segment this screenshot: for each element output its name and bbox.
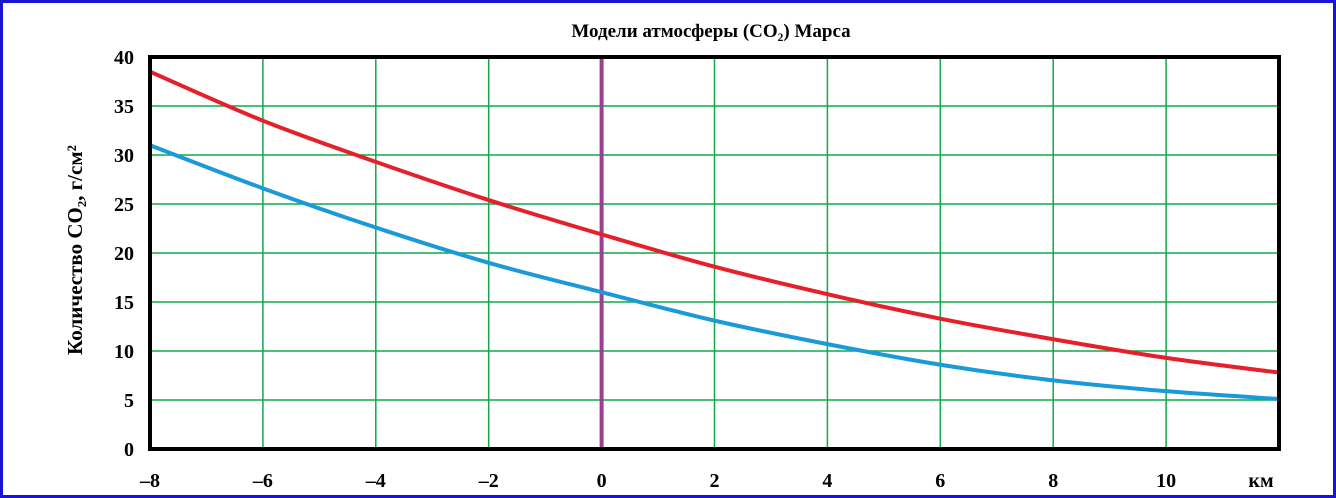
y-tick-label: 10 [114,341,134,363]
grid [150,57,1279,449]
x-tick-label: –4 [365,470,386,492]
y-tick-label: 35 [114,96,134,118]
x-tick-label: –2 [478,470,499,492]
y-tick-label: 30 [114,145,134,167]
x-tick-label: 2 [710,470,720,492]
x-tick-label: 8 [1048,470,1058,492]
chart-title: Модели атмосферы (CO₂) Марса [571,21,851,42]
y-axis-label: Количество CO₂, г/см² [63,145,87,355]
y-tick-label: 25 [114,194,134,216]
y-tick-label: 40 [114,47,134,69]
x-tick-label: –6 [252,470,273,492]
y-tick-label: 15 [114,292,134,314]
y-tick-label: 20 [114,243,134,265]
series-line-1 [148,69,1281,375]
x-tick-label: 6 [935,470,945,492]
x-tick-label: 0 [597,470,607,492]
x-tick-label: 10 [1156,470,1176,492]
x-tick-label: 4 [822,470,832,492]
y-tick-label: 0 [124,439,134,461]
series-line-2 [148,143,1281,402]
series-group [148,69,1281,402]
x-tick-label: –8 [139,470,160,492]
plot-border [148,55,1281,451]
y-tick-label: 5 [124,390,134,412]
x-axis-unit: км [1248,470,1273,492]
y-axis-ticks: 0 5 10 15 20 25 30 35 40 [114,47,134,461]
x-axis-ticks: –8 –6 –4 –2 0 2 4 6 8 10 [139,470,1176,492]
